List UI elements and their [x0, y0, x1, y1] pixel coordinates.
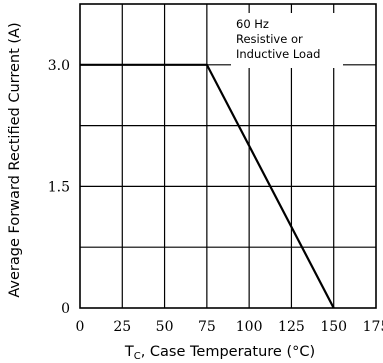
x-axis-label-subscript: C — [134, 351, 141, 362]
x-axis-label-rest: , Case Temperature (°C) — [141, 344, 315, 360]
y-tick-labels: 0 1.5 3.0 — [48, 58, 70, 317]
series-line — [80, 63, 335, 309]
y-tick-label: 3.0 — [48, 58, 70, 74]
x-tick-label: 100 — [236, 319, 263, 335]
x-tick-label: 75 — [198, 319, 216, 335]
y-tick-label: 0 — [61, 301, 70, 317]
y-tick-label: 1.5 — [48, 179, 70, 195]
x-tick-label: 125 — [278, 319, 305, 335]
x-tick-label: 175 — [363, 319, 383, 335]
annotation-line-1: 60 Hz — [236, 17, 269, 31]
plot-frame — [79, 3, 377, 309]
annotation-background — [231, 13, 343, 68]
x-tick-label: 25 — [113, 319, 131, 335]
x-axis-label: TC, Case Temperature (°C) — [124, 344, 315, 362]
y-axis-label: Average Forward Rectified Current (A) — [7, 22, 23, 297]
x-axis-label-prefix: T — [124, 344, 134, 360]
annotation-line-2: Resistive or — [236, 32, 303, 46]
annotation: 60 Hz Resistive or Inductive Load — [236, 17, 320, 61]
x-tick-labels: 0 25 50 75 100 125 150 175 — [76, 319, 383, 335]
x-tick-label: 150 — [320, 319, 347, 335]
x-tick-label: 0 — [76, 319, 85, 335]
x-tick-label: 50 — [156, 319, 174, 335]
annotation-line-3: Inductive Load — [236, 47, 320, 61]
